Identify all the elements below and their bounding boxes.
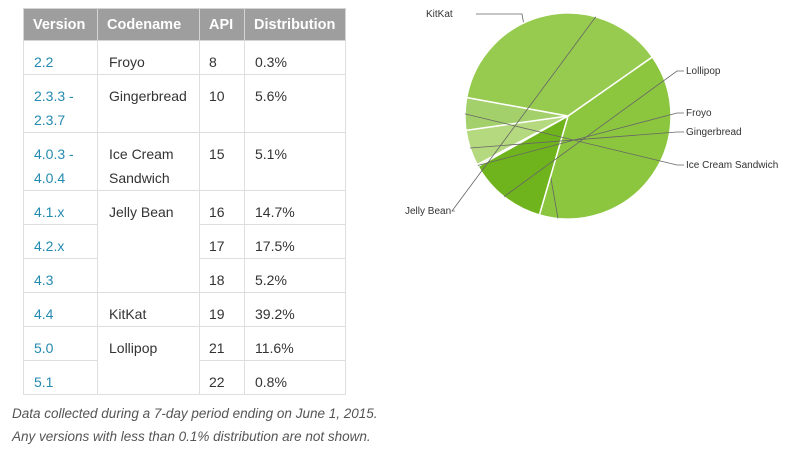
api-cell: 19 [199, 292, 245, 327]
table-row: 2.3.3 - 2.3.7 Gingerbread 10 5.6% [23, 74, 346, 133]
table-row: 4.0.3 - 4.0.4 Ice Cream Sandwich 15 5.1% [23, 132, 346, 191]
distribution-cell: 17.5% [244, 224, 346, 259]
footnote-line: Data collected during a 7-day period end… [12, 406, 378, 421]
pie-label-ice-cream-sandwich: Ice Cream Sandwich [686, 160, 778, 171]
distribution-cell: 0.3% [244, 40, 346, 75]
codename-cell: Lollipop [97, 326, 200, 395]
version-link[interactable]: 4.0.3 - 4.0.4 [23, 132, 98, 191]
table-row: 4.1.x Jelly Bean 16 14.7% [23, 190, 346, 293]
distribution-cell: 5.2% [244, 258, 346, 293]
codename-cell: Ice Cream Sandwich [97, 132, 200, 191]
pie-label-lollipop: Lollipop [686, 66, 721, 77]
pie-label-kitkat: KitKat [426, 9, 453, 20]
leader-line-gingerbread [470, 131, 684, 149]
footnote: Data collected during a 7-day period end… [12, 402, 378, 448]
version-link[interactable]: 4.1.x [23, 190, 98, 225]
distribution-cell: 14.7% [244, 190, 346, 225]
version-link[interactable]: 4.3 [23, 258, 98, 293]
header-distribution: Distribution [244, 8, 346, 41]
footnote-line: Any versions with less than 0.1% distrib… [12, 429, 371, 444]
table-row: 4.2.x 17 17.5% [23, 224, 346, 259]
api-cell: 10 [199, 74, 245, 133]
version-link[interactable]: 2.2 [23, 40, 98, 75]
codename-cell: KitKat [97, 292, 200, 327]
pie-slice-lollipop [477, 114, 570, 216]
distribution-cell: 11.6% [244, 326, 346, 361]
api-cell: 8 [199, 40, 245, 75]
api-cell: 15 [199, 132, 245, 191]
header-version: Version [23, 8, 98, 41]
pie-slice-jelly-bean [465, 12, 654, 117]
leader-line-ice-cream-sandwich [464, 113, 684, 166]
pie-label-gingerbread: Gingerbread [686, 127, 742, 138]
api-cell: 22 [199, 360, 245, 395]
table-row: 4.4 KitKat 19 39.2% [23, 292, 346, 327]
distribution-cell: 0.8% [244, 360, 346, 395]
api-cell: 16 [199, 190, 245, 225]
api-cell: 21 [199, 326, 245, 361]
table-row: 2.2 Froyo 8 0.3% [23, 40, 346, 75]
version-link[interactable]: 4.4 [23, 292, 98, 327]
table-row: 5.1 22 0.8% [23, 360, 346, 395]
table-row: 4.3 18 5.2% [23, 258, 346, 293]
codename-cell: Gingerbread [97, 74, 200, 133]
header-codename: Codename [97, 8, 200, 41]
codename-cell: Froyo [97, 40, 200, 75]
table-header-row: Version Codename API Distribution [23, 8, 346, 41]
header-api: API [199, 8, 245, 41]
leader-line-jelly-bean [451, 16, 597, 212]
distribution-cell: 5.1% [244, 132, 346, 191]
api-cell: 17 [199, 224, 245, 259]
distribution-cell: 5.6% [244, 74, 346, 133]
table-row: 5.0 Lollipop 21 11.6% [23, 326, 346, 395]
distribution-cell: 39.2% [244, 292, 346, 327]
version-link[interactable]: 2.3.3 - 2.3.7 [23, 74, 98, 133]
pie-label-jelly-bean: Jelly Bean [405, 206, 451, 217]
version-link[interactable]: 5.0 [23, 326, 98, 361]
api-cell: 18 [199, 258, 245, 293]
leader-line-lollipop [503, 70, 684, 198]
pie-label-froyo: Froyo [686, 108, 712, 119]
leader-line-froyo [477, 112, 684, 166]
version-link[interactable]: 5.1 [23, 360, 98, 395]
version-link[interactable]: 4.2.x [23, 224, 98, 259]
pie-chart: KitKat Lollipop Froyo Gingerbread Ice Cream … [405, 9, 778, 220]
codename-cell: Jelly Bean [97, 190, 200, 293]
distribution-table: Version Codename API Distribution 2.2 Fr… [23, 8, 346, 395]
